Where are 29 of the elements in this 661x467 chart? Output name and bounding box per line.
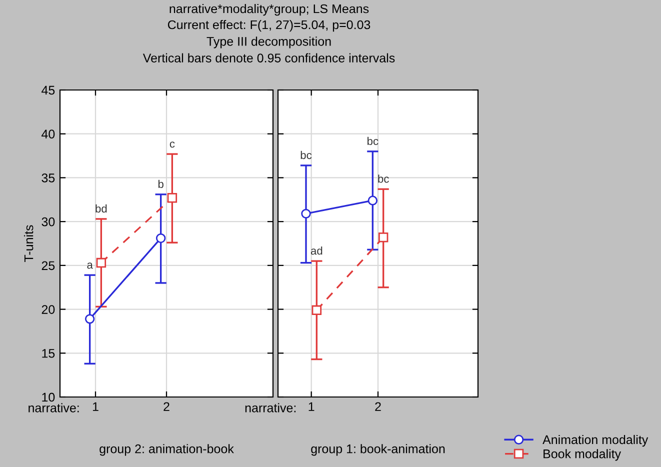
- y-tick-label: 10: [42, 392, 55, 402]
- text: narrative*modality*group; LS Means: [170, 4, 369, 16]
- x-axis-title: group 2: animation-book: [100, 444, 234, 456]
- x-tick-label: 1: [92, 402, 98, 411]
- legend-label: Book modality: [544, 449, 622, 461]
- text: narrative:: [28, 403, 79, 412]
- x-tick-label: 2: [164, 402, 170, 411]
- legend-label: Animation modality: [542, 434, 648, 447]
- y-tick-label: 40: [42, 130, 55, 139]
- annotation: c: [170, 142, 175, 148]
- annotation: ad: [310, 246, 322, 255]
- y-tick-label: 25: [42, 261, 55, 270]
- text: narrative:: [245, 403, 296, 412]
- x-tick-label: 1: [308, 402, 314, 411]
- y-tick-label: 20: [42, 305, 55, 314]
- y-tick-label: 45: [42, 86, 55, 95]
- y-tick-label: 30: [42, 217, 55, 226]
- annotation: a: [87, 262, 93, 269]
- y-axis-title: T-units: [24, 225, 34, 262]
- annotation: bd: [96, 204, 107, 213]
- annotation: bc: [300, 150, 312, 160]
- text: Current effect: F(1, 27)=5.04, p=0.03 Type III decomposition Vertical bars denote 0.95 confidence intervals: [142, 20, 395, 62]
- x-axis-title: group 1: book-animation: [311, 444, 445, 456]
- annotation: b: [158, 180, 164, 188]
- annotation: bc: [378, 174, 389, 183]
- y-tick-label: 35: [42, 174, 55, 182]
- x-tick-label: 2: [375, 402, 381, 411]
- y-tick-label: 15: [42, 349, 55, 358]
- annotation: bc: [368, 136, 378, 146]
